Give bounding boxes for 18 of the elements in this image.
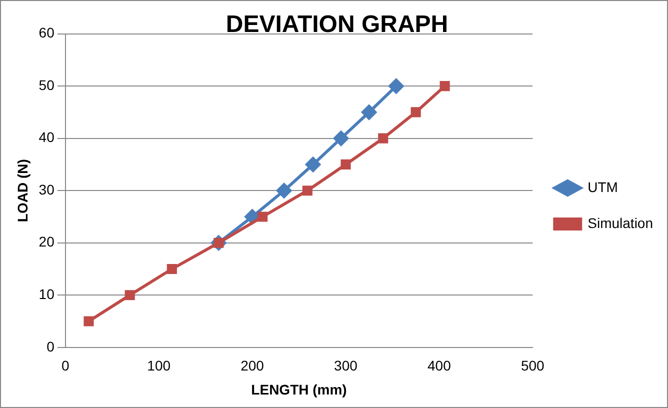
y-tick-label: 0	[46, 338, 55, 354]
x-tick-label: 100	[147, 358, 171, 374]
y-tick-label: 40	[38, 129, 55, 146]
chart-title: DEVIATION GRAPH	[226, 11, 448, 38]
y-tick-label: 20	[38, 234, 55, 250]
y-tick-label: 10	[38, 286, 55, 302]
x-tick-label: 300	[334, 358, 358, 374]
x-tick-label: 200	[240, 358, 264, 374]
x-axis-title: LENGTH (mm)	[251, 381, 347, 398]
y-axis-title: LOAD (N)	[14, 159, 30, 222]
legend-label: UTM	[588, 178, 618, 195]
x-tick-label: 0	[61, 358, 70, 374]
y-tick-label: 30	[38, 181, 55, 198]
x-tick-label: 500	[520, 358, 545, 374]
x-tick-label: 400	[428, 358, 452, 374]
y-tick-label: 60	[38, 24, 55, 41]
y-tick-label: 50	[38, 76, 55, 93]
legend-label: Simulation	[588, 214, 654, 231]
